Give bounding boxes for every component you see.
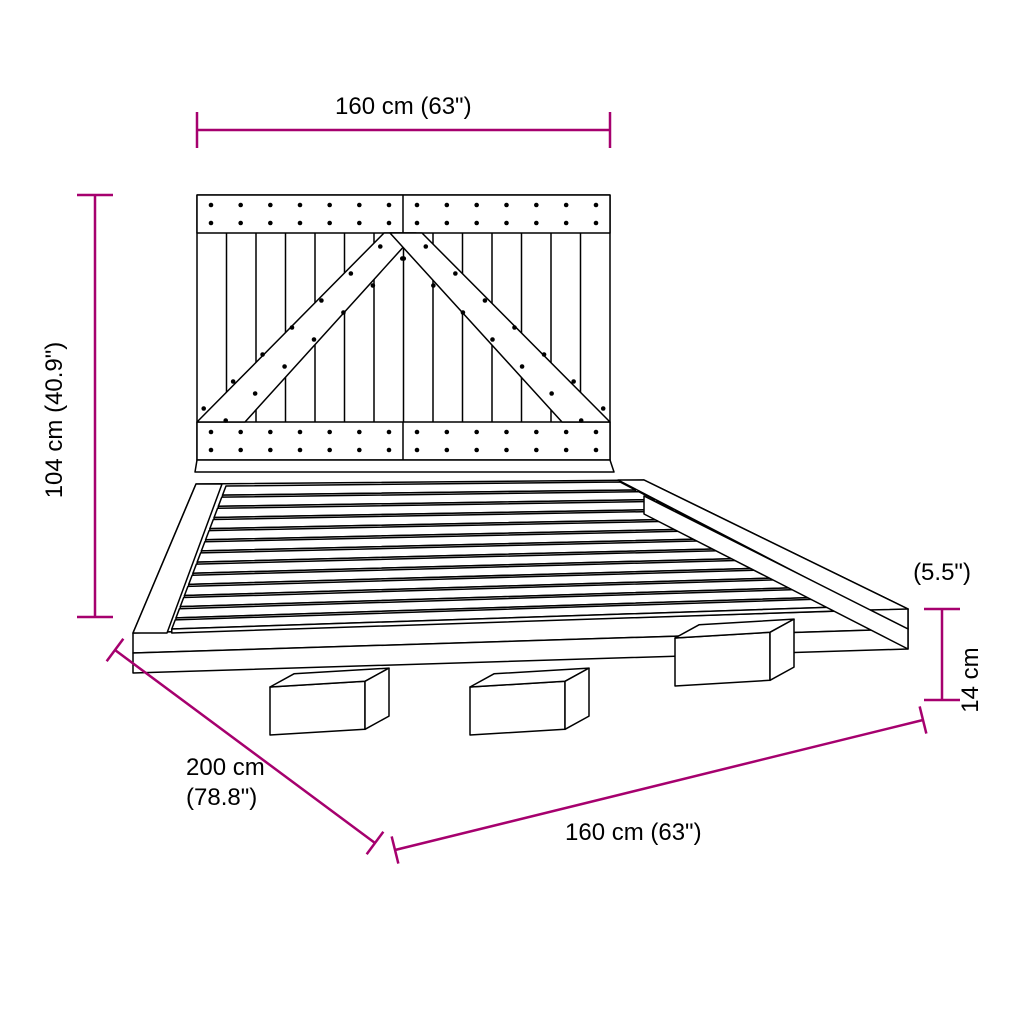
dim-depth-in: (78.8"): [186, 784, 257, 811]
dim-bed-width: 160 cm (63"): [565, 819, 702, 846]
dim-depth-cm: 200 cm: [186, 754, 265, 781]
dim-base-height-in: (5.5"): [913, 559, 971, 586]
dim-height: 104 cm (40.9"): [41, 342, 68, 499]
dim-base-height-cm: 14 cm: [957, 647, 984, 712]
bed-platform: [133, 480, 908, 735]
headboard: [195, 195, 614, 472]
dim-headboard-width: 160 cm (63"): [335, 93, 472, 120]
